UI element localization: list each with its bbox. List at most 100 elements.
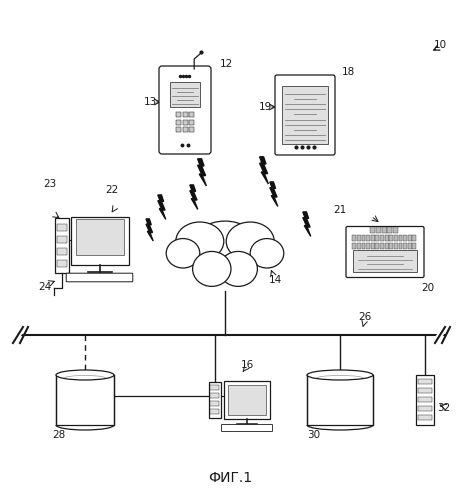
- Text: 22: 22: [105, 185, 118, 195]
- Bar: [176, 112, 181, 117]
- Bar: [417, 388, 431, 393]
- Polygon shape: [269, 182, 277, 206]
- Text: 23: 23: [43, 179, 56, 189]
- Text: 26: 26: [358, 312, 371, 322]
- Ellipse shape: [175, 222, 224, 260]
- Bar: [417, 406, 431, 411]
- Bar: [402, 244, 406, 249]
- Bar: [375, 244, 379, 249]
- Bar: [370, 235, 374, 241]
- Bar: [388, 235, 392, 241]
- Bar: [57, 236, 67, 242]
- Text: 10: 10: [432, 40, 446, 50]
- FancyBboxPatch shape: [221, 424, 272, 432]
- Bar: [384, 244, 388, 249]
- Bar: [210, 385, 219, 390]
- Text: Беспроводная
сеть: Беспроводная сеть: [183, 226, 266, 248]
- Bar: [176, 120, 181, 125]
- Bar: [379, 244, 383, 249]
- Bar: [417, 415, 431, 420]
- FancyBboxPatch shape: [274, 75, 334, 155]
- Bar: [381, 227, 386, 233]
- Text: 28: 28: [52, 430, 66, 440]
- Text: 19: 19: [258, 102, 271, 112]
- Bar: [176, 128, 181, 132]
- Bar: [189, 128, 194, 132]
- Bar: [55, 218, 69, 272]
- Bar: [417, 397, 431, 402]
- Text: 21: 21: [332, 205, 345, 215]
- Bar: [411, 235, 415, 241]
- Bar: [57, 260, 67, 266]
- Text: 16: 16: [240, 360, 253, 370]
- Bar: [352, 250, 416, 272]
- Bar: [356, 244, 360, 249]
- Bar: [71, 217, 129, 265]
- Text: 20: 20: [420, 283, 433, 293]
- Bar: [397, 244, 402, 249]
- Bar: [76, 219, 124, 255]
- Bar: [386, 227, 392, 233]
- Bar: [183, 112, 188, 117]
- Bar: [169, 82, 200, 106]
- Ellipse shape: [191, 221, 257, 269]
- Bar: [411, 244, 415, 249]
- Ellipse shape: [218, 252, 257, 286]
- Ellipse shape: [306, 370, 372, 380]
- Polygon shape: [146, 219, 153, 241]
- Bar: [370, 244, 374, 249]
- Polygon shape: [157, 195, 165, 220]
- Bar: [57, 224, 67, 230]
- Bar: [57, 248, 67, 254]
- Bar: [281, 86, 327, 144]
- Bar: [379, 235, 383, 241]
- Bar: [388, 244, 392, 249]
- Ellipse shape: [56, 370, 114, 380]
- Bar: [393, 244, 397, 249]
- Polygon shape: [197, 159, 206, 186]
- Bar: [407, 235, 411, 241]
- Bar: [392, 227, 397, 233]
- Bar: [56, 375, 114, 425]
- Bar: [228, 385, 265, 415]
- Text: 18: 18: [341, 67, 354, 77]
- Bar: [208, 382, 220, 418]
- Bar: [210, 409, 219, 414]
- Bar: [361, 235, 365, 241]
- Text: 30: 30: [307, 430, 320, 440]
- Bar: [397, 235, 402, 241]
- Ellipse shape: [166, 238, 199, 268]
- Polygon shape: [302, 212, 310, 236]
- Bar: [352, 244, 355, 249]
- Text: 12: 12: [219, 59, 232, 69]
- Bar: [402, 235, 406, 241]
- Ellipse shape: [226, 222, 274, 260]
- Ellipse shape: [250, 238, 283, 268]
- Bar: [189, 112, 194, 117]
- Text: ФИГ.1: ФИГ.1: [207, 471, 252, 485]
- Bar: [369, 227, 375, 233]
- Bar: [361, 244, 365, 249]
- Ellipse shape: [192, 252, 230, 286]
- Text: 14: 14: [268, 275, 281, 285]
- Bar: [352, 235, 355, 241]
- Bar: [384, 235, 388, 241]
- FancyBboxPatch shape: [159, 66, 211, 154]
- Bar: [224, 381, 269, 419]
- Bar: [375, 235, 379, 241]
- Bar: [189, 120, 194, 125]
- Bar: [306, 375, 372, 425]
- Bar: [210, 401, 219, 406]
- Polygon shape: [190, 185, 197, 210]
- Text: 32: 32: [437, 403, 450, 413]
- FancyBboxPatch shape: [66, 273, 133, 282]
- Text: Хранящиеся
записи
взаимодействий: Хранящиеся записи взаимодействий: [306, 382, 373, 412]
- Bar: [356, 235, 360, 241]
- Bar: [407, 244, 411, 249]
- Bar: [183, 120, 188, 125]
- Text: 24: 24: [38, 282, 51, 292]
- Bar: [375, 227, 380, 233]
- Bar: [393, 235, 397, 241]
- Bar: [210, 393, 219, 398]
- Text: Хранящиеся
приложения
и данные: Хранящиеся приложения и данные: [59, 382, 110, 412]
